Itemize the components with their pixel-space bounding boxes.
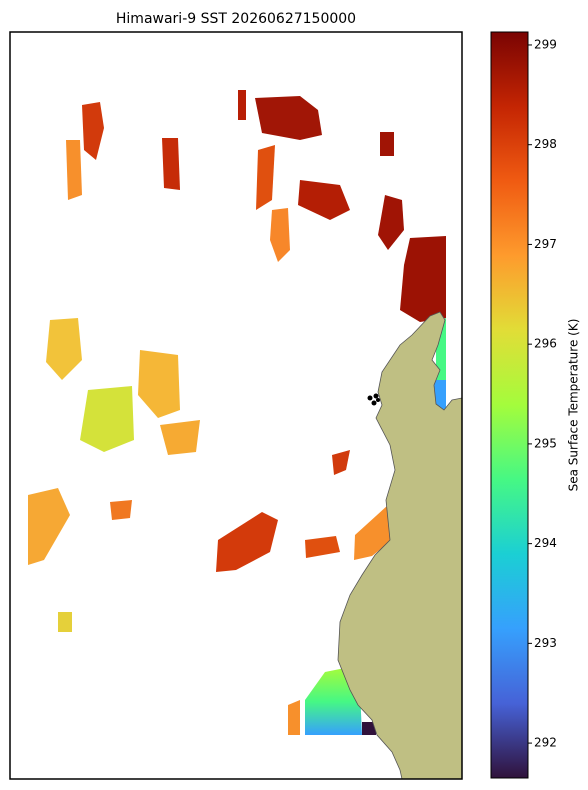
colorbar-tick-label: 297 xyxy=(534,237,557,251)
colorbar xyxy=(490,31,529,779)
colorbar-label: Sea Surface Temperature (K) xyxy=(567,319,581,492)
colorbar-tick-label: 299 xyxy=(534,37,557,51)
colorbar-tick-label: 293 xyxy=(534,636,557,650)
map-frame xyxy=(9,31,463,780)
colorbar-tick-label: 298 xyxy=(534,137,557,151)
sst-field xyxy=(28,90,462,779)
colorbar-tick-label: 292 xyxy=(534,736,557,750)
colorbar-tick-label: 295 xyxy=(534,436,557,450)
map-title: Himawari-9 SST 20260627150000 xyxy=(116,11,356,27)
colorbar-tick-label: 294 xyxy=(534,536,557,550)
colorbar-tick-label: 296 xyxy=(534,337,557,351)
